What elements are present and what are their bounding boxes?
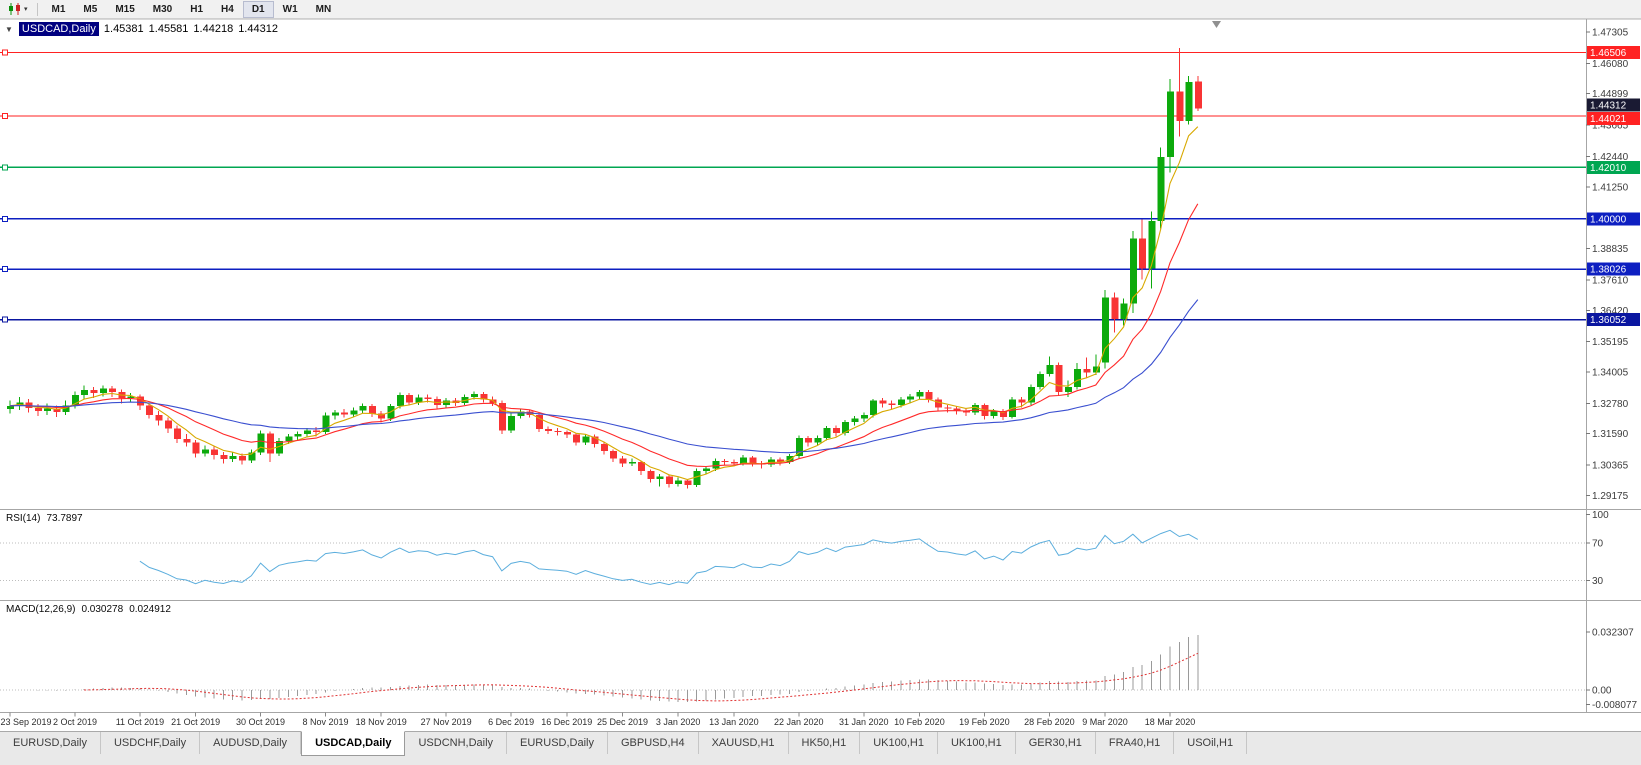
svg-text:1.46506: 1.46506 bbox=[1590, 48, 1627, 59]
chart-tab-usdchf-daily[interactable]: USDCHF,Daily bbox=[101, 732, 201, 754]
svg-text:31 Jan 2020: 31 Jan 2020 bbox=[839, 717, 889, 727]
chart-tab-uk100-h1[interactable]: UK100,H1 bbox=[938, 732, 1016, 754]
svg-text:18 Nov 2019: 18 Nov 2019 bbox=[356, 717, 407, 727]
chart-tab-fra40-h1[interactable]: FRA40,H1 bbox=[1096, 732, 1175, 754]
svg-text:2 Oct 2019: 2 Oct 2019 bbox=[53, 717, 97, 727]
svg-text:3 Jan 2020: 3 Jan 2020 bbox=[656, 717, 701, 727]
rsi-value: 73.7897 bbox=[46, 513, 83, 524]
macd-name: MACD(12,26,9) bbox=[6, 604, 76, 615]
timeframe-button-h4[interactable]: H4 bbox=[221, 3, 234, 15]
ohlc-low: 1.44218 bbox=[193, 23, 234, 35]
svg-text:1.37610: 1.37610 bbox=[1592, 275, 1629, 286]
timeframe-button-m1[interactable]: M1 bbox=[51, 3, 66, 15]
svg-text:1.34005: 1.34005 bbox=[1592, 367, 1629, 378]
chart-tab-ger30-h1[interactable]: GER30,H1 bbox=[1016, 732, 1096, 754]
macd-main-value: 0.030278 bbox=[81, 604, 124, 615]
svg-text:1.31590: 1.31590 bbox=[1592, 429, 1629, 440]
svg-text:-0.008077: -0.008077 bbox=[1592, 700, 1637, 711]
svg-text:1.44021: 1.44021 bbox=[1590, 114, 1627, 125]
rsi-name: RSI(14) bbox=[6, 513, 41, 524]
macd-indicator-label: MACD(12,26,9) 0.030278 0.024912 bbox=[6, 604, 171, 615]
timeframe-button-mn[interactable]: MN bbox=[315, 3, 332, 15]
svg-text:21 Oct 2019: 21 Oct 2019 bbox=[171, 717, 220, 727]
svg-text:1.44899: 1.44899 bbox=[1592, 89, 1629, 100]
chart-tab-usdcad-daily[interactable]: USDCAD,Daily bbox=[301, 731, 406, 756]
svg-text:1.38026: 1.38026 bbox=[1590, 265, 1627, 276]
timeframe-button-d1[interactable]: D1 bbox=[242, 0, 274, 18]
svg-text:1.36420: 1.36420 bbox=[1592, 306, 1629, 317]
chart-type-dropdown-icon: ▾ bbox=[24, 6, 28, 13]
svg-text:18 Mar 2020: 18 Mar 2020 bbox=[1145, 717, 1196, 727]
svg-text:13 Jan 2020: 13 Jan 2020 bbox=[709, 717, 759, 727]
svg-text:1.46080: 1.46080 bbox=[1592, 59, 1629, 70]
svg-text:9 Mar 2020: 9 Mar 2020 bbox=[1082, 717, 1128, 727]
timeframe-button-h1[interactable]: H1 bbox=[190, 3, 204, 15]
chart-tab-xauusd-h1[interactable]: XAUUSD,H1 bbox=[699, 732, 789, 754]
svg-text:1.41250: 1.41250 bbox=[1592, 182, 1629, 193]
svg-text:1.43665: 1.43665 bbox=[1592, 121, 1629, 132]
svg-text:23 Sep 2019: 23 Sep 2019 bbox=[0, 717, 51, 727]
timeframe-button-m5[interactable]: M5 bbox=[83, 3, 98, 15]
ohlc-close: 1.44312 bbox=[238, 23, 278, 35]
svg-text:1.44312: 1.44312 bbox=[1590, 101, 1627, 112]
chart-tab-gbpusd-h4[interactable]: GBPUSD,H4 bbox=[608, 732, 699, 754]
svg-text:1.30365: 1.30365 bbox=[1592, 460, 1629, 471]
svg-text:6 Dec 2019: 6 Dec 2019 bbox=[488, 717, 534, 727]
svg-text:25 Dec 2019: 25 Dec 2019 bbox=[597, 717, 648, 727]
svg-text:16 Dec 2019: 16 Dec 2019 bbox=[541, 717, 592, 727]
rsi-indicator-label: RSI(14) 73.7897 bbox=[6, 513, 83, 524]
chart-symbol-period: USDCAD,Daily bbox=[18, 22, 99, 36]
svg-text:28 Feb 2020: 28 Feb 2020 bbox=[1024, 717, 1075, 727]
svg-text:8 Nov 2019: 8 Nov 2019 bbox=[302, 717, 348, 727]
svg-text:11 Oct 2019: 11 Oct 2019 bbox=[116, 717, 164, 727]
chart-canvas[interactable]: 1.47305 1.46080 1.44899 1.43665 1.42440 1.412… bbox=[0, 19, 1641, 730]
svg-text:70: 70 bbox=[1592, 538, 1604, 549]
svg-text:10 Feb 2020: 10 Feb 2020 bbox=[894, 717, 945, 727]
svg-text:0.032307: 0.032307 bbox=[1592, 628, 1634, 639]
collapse-triangle-icon[interactable]: ▼ bbox=[5, 24, 13, 34]
svg-text:100: 100 bbox=[1592, 510, 1609, 521]
timeframe-button-m30[interactable]: M30 bbox=[152, 3, 173, 15]
svg-text:1.32780: 1.32780 bbox=[1592, 399, 1629, 410]
candlestick-chart-icon bbox=[9, 3, 20, 15]
timeframes-toolbar: ▾ M1 M5 M15 M30 H1 H4 D1 W1 MN bbox=[0, 0, 1641, 19]
chart-tabs-bar: EURUSD,Daily USDCHF,Daily AUDUSD,Daily USDC… bbox=[0, 731, 1641, 765]
chart-tab-uk100-h1[interactable]: UK100,H1 bbox=[860, 732, 938, 754]
chart-title: ▼ USDCAD,Daily 1.45381 1.45581 1.44218 1… bbox=[5, 22, 278, 36]
svg-text:1.40000: 1.40000 bbox=[1590, 214, 1627, 225]
chart-tab-usoil-h1[interactable]: USOil,H1 bbox=[1174, 732, 1248, 754]
svg-text:22 Jan 2020: 22 Jan 2020 bbox=[774, 717, 824, 727]
timeframe-button-m15[interactable]: M15 bbox=[115, 3, 135, 15]
chart-tab-eurusd-daily[interactable]: EURUSD,Daily bbox=[0, 732, 101, 754]
svg-text:1.47305: 1.47305 bbox=[1592, 28, 1629, 39]
svg-text:1.42440: 1.42440 bbox=[1592, 152, 1629, 163]
svg-text:0.00: 0.00 bbox=[1592, 686, 1612, 697]
svg-text:1.42010: 1.42010 bbox=[1590, 163, 1627, 174]
ohlc-high: 1.45581 bbox=[148, 23, 189, 35]
svg-text:30: 30 bbox=[1592, 576, 1604, 587]
macd-signal-value: 0.024912 bbox=[129, 604, 171, 615]
svg-text:30 Oct 2019: 30 Oct 2019 bbox=[236, 717, 285, 727]
chart-type-button[interactable]: ▾ bbox=[4, 1, 32, 18]
svg-text:1.36052: 1.36052 bbox=[1590, 315, 1627, 326]
chart-tab-eurusd-daily[interactable]: EURUSD,Daily bbox=[507, 732, 608, 754]
svg-text:27 Nov 2019: 27 Nov 2019 bbox=[421, 717, 472, 727]
chart-tab-audusd-daily[interactable]: AUDUSD,Daily bbox=[200, 732, 302, 754]
svg-text:1.35195: 1.35195 bbox=[1592, 337, 1629, 348]
svg-text:1.29175: 1.29175 bbox=[1592, 491, 1629, 502]
chart-tab-hk50-h1[interactable]: HK50,H1 bbox=[789, 732, 861, 754]
svg-text:19 Feb 2020: 19 Feb 2020 bbox=[959, 717, 1010, 727]
toolbar-separator bbox=[36, 2, 38, 16]
timeframe-buttons-group: M1 M5 M15 M30 H1 H4 D1 W1 MN bbox=[43, 0, 341, 18]
svg-text:1.38835: 1.38835 bbox=[1592, 244, 1629, 255]
chart-tab-usdcnh-daily[interactable]: USDCNH,Daily bbox=[405, 732, 508, 754]
timeframe-button-w1[interactable]: W1 bbox=[282, 3, 298, 15]
ohlc-open: 1.45381 bbox=[103, 23, 144, 35]
